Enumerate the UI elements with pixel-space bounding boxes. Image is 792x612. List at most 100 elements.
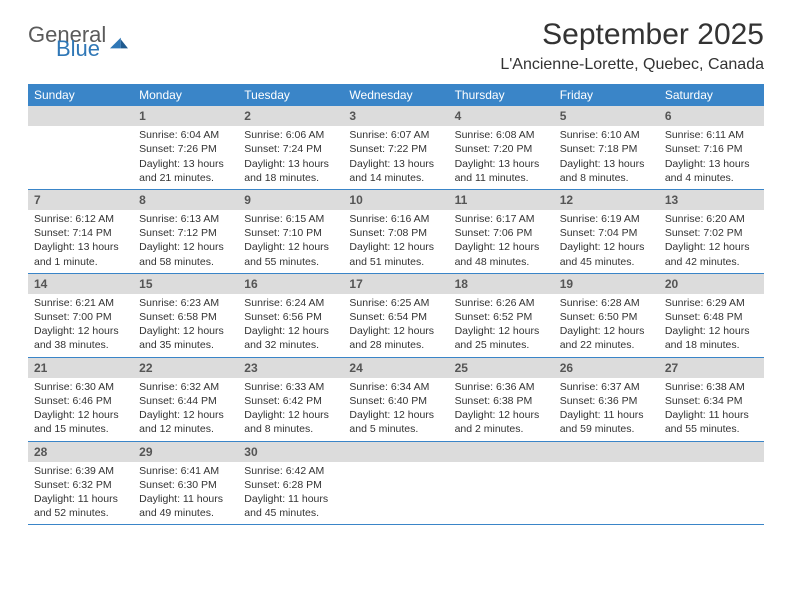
day-cell: 25Sunrise: 6:36 AMSunset: 6:38 PMDayligh… [449,358,554,441]
sunrise-text: Sunrise: 6:06 AM [244,128,337,142]
sunrise-text: Sunrise: 6:41 AM [139,464,232,478]
day-cell: 6Sunrise: 6:11 AMSunset: 7:16 PMDaylight… [659,106,764,189]
sunset-text: Sunset: 7:16 PM [665,142,758,156]
sunset-text: Sunset: 7:22 PM [349,142,442,156]
daylight-text: Daylight: 12 hours and 45 minutes. [560,240,653,268]
sunrise-text: Sunrise: 6:19 AM [560,212,653,226]
sunrise-text: Sunrise: 6:28 AM [560,296,653,310]
day-cell: 4Sunrise: 6:08 AMSunset: 7:20 PMDaylight… [449,106,554,189]
day-cell: . [449,442,554,525]
sunset-text: Sunset: 7:14 PM [34,226,127,240]
sunset-text: Sunset: 6:54 PM [349,310,442,324]
daylight-text: Daylight: 12 hours and 28 minutes. [349,324,442,352]
month-title: September 2025 [500,18,764,52]
sunrise-text: Sunrise: 6:29 AM [665,296,758,310]
daylight-text: Daylight: 13 hours and 1 minute. [34,240,127,268]
day-number: 1 [133,106,238,126]
day-number: 3 [343,106,448,126]
day-number: 30 [238,442,343,462]
brand-text: General Blue [28,24,106,60]
day-number: 27 [659,358,764,378]
day-cell: 1Sunrise: 6:04 AMSunset: 7:26 PMDaylight… [133,106,238,189]
day-number: 11 [449,190,554,210]
location-text: L'Ancienne-Lorette, Quebec, Canada [500,56,764,74]
day-cell: 24Sunrise: 6:34 AMSunset: 6:40 PMDayligh… [343,358,448,441]
week-row: 28Sunrise: 6:39 AMSunset: 6:32 PMDayligh… [28,442,764,526]
sunset-text: Sunset: 7:06 PM [455,226,548,240]
daylight-text: Daylight: 12 hours and 51 minutes. [349,240,442,268]
day-number: 22 [133,358,238,378]
sunset-text: Sunset: 6:40 PM [349,394,442,408]
day-number: . [449,442,554,462]
sunset-text: Sunset: 7:08 PM [349,226,442,240]
day-cell: 14Sunrise: 6:21 AMSunset: 7:00 PMDayligh… [28,274,133,357]
sunset-text: Sunset: 7:10 PM [244,226,337,240]
daylight-text: Daylight: 12 hours and 22 minutes. [560,324,653,352]
day-number: 13 [659,190,764,210]
sunrise-text: Sunrise: 6:23 AM [139,296,232,310]
daylight-text: Daylight: 11 hours and 55 minutes. [665,408,758,436]
weekday-header: Monday [133,84,238,106]
sunset-text: Sunset: 7:18 PM [560,142,653,156]
sunrise-text: Sunrise: 6:32 AM [139,380,232,394]
week-row: .1Sunrise: 6:04 AMSunset: 7:26 PMDayligh… [28,106,764,190]
sunrise-text: Sunrise: 6:42 AM [244,464,337,478]
sunrise-text: Sunrise: 6:34 AM [349,380,442,394]
day-cell: 10 Sunrise: 6:16 AMSunset: 7:08 PMDayligh… [343,190,448,273]
day-cell: 21Sunrise: 6:30 AMSunset: 6:46 PMDayligh… [28,358,133,441]
daylight-text: Daylight: 12 hours and 25 minutes. [455,324,548,352]
day-cell: 15Sunrise: 6:23 AMSunset: 6:58 PMDayligh… [133,274,238,357]
week-row: 7Sunrise: 6:12 AMSunset: 7:14 PMDaylight… [28,190,764,274]
sunrise-text: Sunrise: 6:16 AM [349,212,442,226]
sunset-text: Sunset: 6:56 PM [244,310,337,324]
day-number: 8 [133,190,238,210]
weekday-header: Tuesday [238,84,343,106]
day-cell: 28Sunrise: 6:39 AMSunset: 6:32 PMDayligh… [28,442,133,525]
page: General Blue September 2025 L'Ancienne-L… [0,0,792,525]
sunrise-text: Sunrise: 6:12 AM [34,212,127,226]
sunrise-text: Sunrise: 6:24 AM [244,296,337,310]
day-cell: 8Sunrise: 6:13 AMSunset: 7:12 PMDaylight… [133,190,238,273]
day-cell: 9Sunrise: 6:15 AMSunset: 7:10 PMDaylight… [238,190,343,273]
day-cell: 3Sunrise: 6:07 AMSunset: 7:22 PMDaylight… [343,106,448,189]
day-cell: 16 Sunrise: 6:24 AMSunset: 6:56 PMDayligh… [238,274,343,357]
daylight-text: Daylight: 13 hours and 11 minutes. [455,157,548,185]
day-number: 18 [449,274,554,294]
day-number: 9 [238,190,343,210]
daylight-text: Daylight: 12 hours and 5 minutes. [349,408,442,436]
day-cell: 18Sunrise: 6:26 AMSunset: 6:52 PMDayligh… [449,274,554,357]
sunrise-text: Sunrise: 6:26 AM [455,296,548,310]
day-number: 10 [343,190,448,210]
sunset-text: Sunset: 6:32 PM [34,478,127,492]
brand-word-2: Blue [56,38,106,60]
day-number: 26 [554,358,659,378]
day-number: . [554,442,659,462]
day-number: 16 [238,274,343,294]
sunrise-text: Sunrise: 6:08 AM [455,128,548,142]
sunrise-text: Sunrise: 6:17 AM [455,212,548,226]
header: General Blue September 2025 L'Ancienne-L… [28,18,764,74]
sunrise-text: Sunrise: 6:38 AM [665,380,758,394]
weekday-header: Friday [554,84,659,106]
sunset-text: Sunset: 6:42 PM [244,394,337,408]
day-number: . [343,442,448,462]
day-cell: . [659,442,764,525]
day-cell: 27Sunrise: 6:38 AMSunset: 6:34 PMDayligh… [659,358,764,441]
daylight-text: Daylight: 13 hours and 8 minutes. [560,157,653,185]
calendar: Sunday Monday Tuesday Wednesday Thursday… [28,84,764,525]
sunrise-text: Sunrise: 6:25 AM [349,296,442,310]
sunset-text: Sunset: 6:50 PM [560,310,653,324]
weekday-header-row: Sunday Monday Tuesday Wednesday Thursday… [28,84,764,106]
weekday-header: Sunday [28,84,133,106]
daylight-text: Daylight: 11 hours and 49 minutes. [139,492,232,520]
sunset-text: Sunset: 6:38 PM [455,394,548,408]
sunset-text: Sunset: 6:46 PM [34,394,127,408]
brand-flag-icon [110,34,128,52]
day-number: 5 [554,106,659,126]
day-number: 7 [28,190,133,210]
day-number: 6 [659,106,764,126]
daylight-text: Daylight: 12 hours and 32 minutes. [244,324,337,352]
day-cell: 30Sunrise: 6:42 AMSunset: 6:28 PMDayligh… [238,442,343,525]
sunrise-text: Sunrise: 6:11 AM [665,128,758,142]
sunrise-text: Sunrise: 6:07 AM [349,128,442,142]
